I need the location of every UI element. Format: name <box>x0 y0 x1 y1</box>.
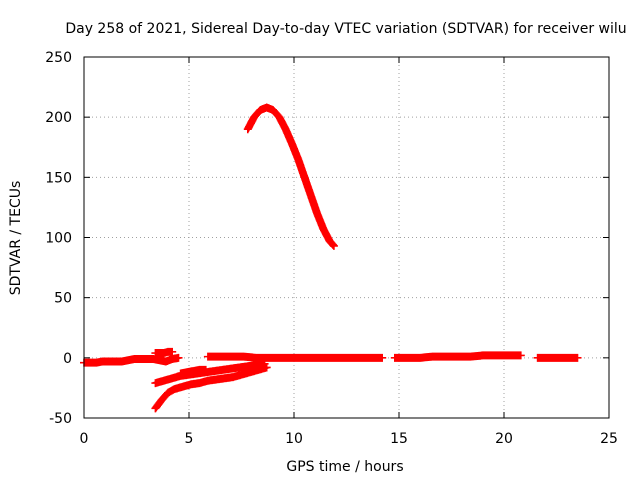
data-points <box>80 103 582 413</box>
x-tick-label: 20 <box>495 431 513 447</box>
y-tick-label: 50 <box>54 291 72 307</box>
chart-title: Day 258 of 2021, Sidereal Day-to-day VTE… <box>65 21 626 37</box>
data-point-marks <box>203 352 387 362</box>
y-tick-label: 100 <box>45 231 72 247</box>
data-point-marks <box>151 347 177 358</box>
x-tick-label: 15 <box>390 431 408 447</box>
x-tick-label: 5 <box>185 431 194 447</box>
data-series <box>533 353 582 362</box>
axis-ticks: 0 5 10 15 20 25 -50 0 50 100 150 200 250 <box>45 50 618 447</box>
y-tick-label: -50 <box>49 411 72 427</box>
data-series <box>151 347 177 358</box>
data-series <box>390 351 525 362</box>
x-tick-label: 25 <box>600 431 618 447</box>
y-tick-label: 0 <box>63 351 72 367</box>
data-point-marks <box>243 103 338 250</box>
data-series <box>151 363 271 413</box>
data-point-marks <box>390 351 525 362</box>
data-point-marks <box>533 353 582 362</box>
y-axis-label: SDTVAR / TECUs <box>8 181 24 296</box>
y-tick-label: 250 <box>45 50 72 66</box>
x-tick-label: 10 <box>285 431 303 447</box>
data-series <box>203 352 387 362</box>
x-axis-label: GPS time / hours <box>286 459 403 475</box>
data-point-marks <box>176 365 210 378</box>
data-series <box>243 103 338 250</box>
y-tick-label: 150 <box>45 170 72 186</box>
y-tick-label: 200 <box>45 110 72 126</box>
data-series <box>176 365 210 378</box>
x-tick-label: 0 <box>80 431 89 447</box>
data-point-marks <box>151 363 271 413</box>
